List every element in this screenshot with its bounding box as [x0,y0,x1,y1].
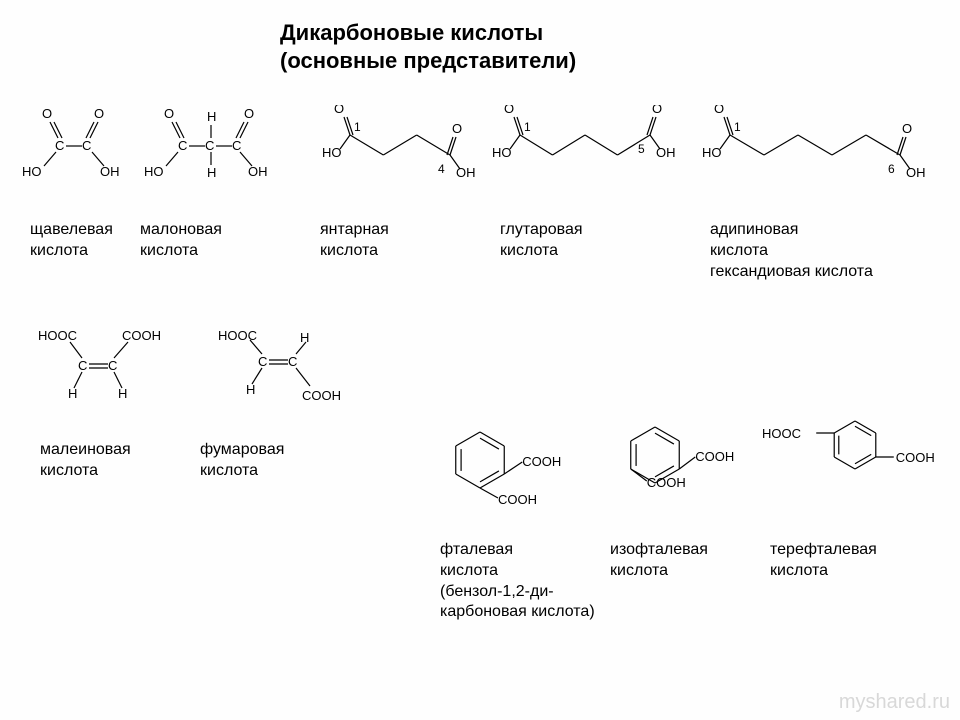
compound-label: фумароваякислота [200,440,284,482]
structure-fumaric: HOOCCOOHCCHH [210,320,370,410]
compound-label: малоноваякислота [140,220,222,262]
compound-label: янтарнаякислота [320,220,389,262]
svg-text:COOH: COOH [302,388,341,403]
svg-text:1: 1 [524,120,531,134]
svg-text:HOOC: HOOC [38,328,77,343]
svg-text:HO: HO [702,145,722,160]
svg-text:O: O [714,105,724,116]
svg-text:HO: HO [22,164,42,179]
svg-text:O: O [902,121,912,136]
svg-text:H: H [118,386,127,400]
svg-text:HO: HO [322,145,342,160]
svg-text:COOH: COOH [522,454,561,469]
svg-text:O: O [504,105,514,116]
svg-text:O: O [94,106,104,121]
compound-label: адипиноваякислотагександиовая кислота [710,220,873,282]
svg-text:HO: HO [144,164,164,179]
svg-text:H: H [68,386,77,400]
svg-text:C: C [82,138,91,153]
structure-malonic: CCCOHOHHOOH [140,95,310,185]
svg-text:COOH: COOH [122,328,161,343]
structure-terephthalic: HOOC COOH [760,410,950,480]
svg-text:COOH: COOH [647,475,686,490]
watermark: myshared.ru [839,691,950,714]
svg-text:C: C [108,358,117,373]
structure-maleic: HOOCCOOHCCHH [30,320,190,400]
structure-succinic: OHOOOH14 [320,105,480,185]
page-title-line2: (основные представители) [280,48,576,74]
svg-text:C: C [258,354,267,369]
svg-text:H: H [207,165,216,180]
compound-label: фталеваякислота(бензол-1,2-ди-карбоновая… [440,540,595,623]
svg-text:HO: HO [492,145,512,160]
svg-text:C: C [205,138,214,153]
svg-text:C: C [232,138,241,153]
compound-label: малеиноваякислота [40,440,131,482]
page-title-line1: Дикарбоновые кислоты [280,20,543,46]
svg-text:COOH: COOH [695,449,734,464]
svg-text:C: C [55,138,64,153]
svg-text:6: 6 [888,162,895,176]
structure-isophthalic: COOH COOH [600,395,740,515]
svg-text:H: H [207,109,216,124]
compound-label: терефталевая кислота [770,540,877,582]
svg-text:H: H [246,382,255,397]
svg-text:O: O [244,106,254,121]
structure-oxalic: C C O HO O OH [20,100,130,180]
svg-text:1: 1 [734,120,741,134]
svg-text:4: 4 [438,162,445,176]
svg-text:O: O [452,121,462,136]
svg-text:OH: OH [100,164,120,179]
svg-text:COOH: COOH [896,450,935,465]
svg-text:C: C [178,138,187,153]
structure-glutaric: OHOOOH15 [490,105,680,185]
svg-text:HOOC: HOOC [762,426,801,441]
svg-text:O: O [334,105,344,116]
svg-text:1: 1 [354,120,361,134]
structure-adipic: OHOOOH16 [700,105,930,185]
svg-text:O: O [652,105,662,116]
svg-text:C: C [288,354,297,369]
svg-text:O: O [42,106,52,121]
svg-text:OH: OH [248,164,268,179]
svg-text:COOH: COOH [498,492,537,505]
compound-label: щавелеваякислота [30,220,113,262]
compound-label: изофталевая кислота [610,540,708,582]
structure-phthalic: COOH COOH [430,395,570,505]
compound-label: глутароваякислота [500,220,583,262]
svg-text:5: 5 [638,142,645,156]
svg-text:O: O [164,106,174,121]
svg-text:C: C [78,358,87,373]
